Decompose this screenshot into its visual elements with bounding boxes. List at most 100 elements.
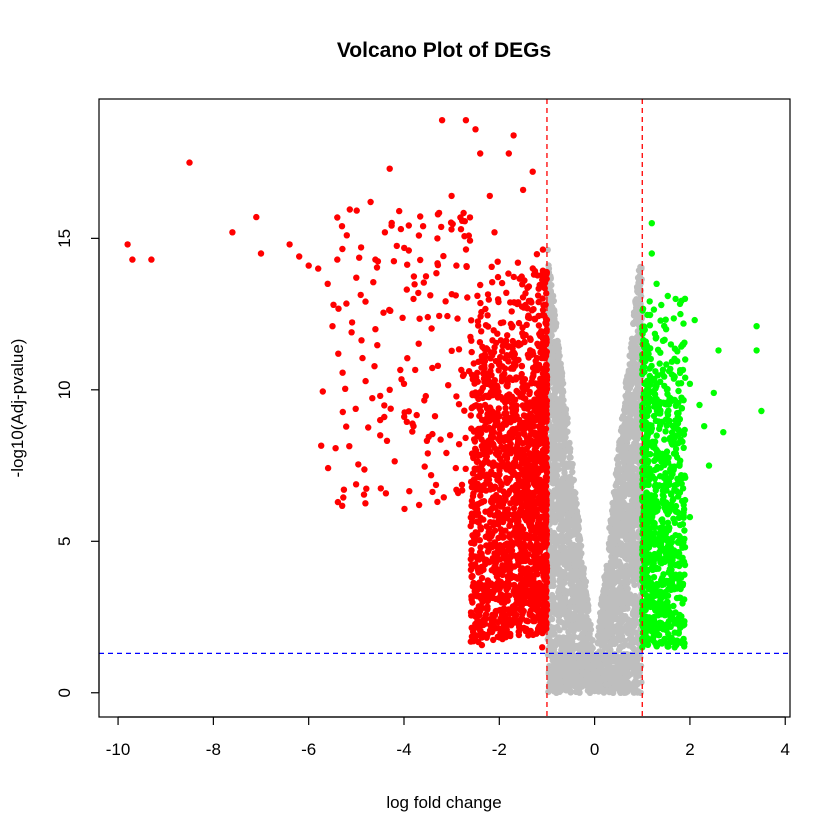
- point-down: [483, 523, 490, 530]
- point-not-significant: [571, 683, 579, 690]
- point-down: [503, 398, 511, 405]
- point-down: [496, 455, 504, 462]
- point-not-significant: [561, 579, 568, 586]
- point-not-significant: [564, 615, 571, 622]
- point-down: [478, 634, 486, 641]
- point-down: [503, 289, 510, 296]
- point-not-significant: [621, 525, 628, 532]
- point-down: [495, 510, 502, 518]
- point-down: [534, 366, 541, 374]
- point-not-significant: [565, 608, 572, 615]
- point-down: [332, 445, 339, 452]
- point-down: [542, 587, 549, 594]
- point-down: [521, 277, 528, 284]
- point-down: [518, 446, 526, 453]
- point-down: [500, 555, 507, 562]
- point-down: [484, 577, 492, 584]
- point-not-significant: [618, 424, 626, 431]
- point-down: [500, 613, 507, 620]
- point-down: [542, 473, 550, 481]
- point-not-significant: [632, 531, 640, 538]
- point-not-significant: [634, 297, 641, 304]
- point-not-significant: [619, 590, 626, 597]
- point-down: [445, 382, 452, 389]
- point-down: [488, 505, 495, 513]
- point-down: [494, 394, 501, 401]
- point-down: [508, 308, 515, 315]
- point-down: [470, 490, 477, 497]
- point-down: [428, 325, 435, 332]
- point-down: [534, 435, 541, 443]
- point-down: [519, 565, 526, 572]
- point-down: [520, 509, 527, 516]
- point-down: [437, 436, 444, 443]
- point-not-significant: [615, 674, 622, 682]
- point-down: [481, 351, 488, 358]
- point-down: [454, 315, 461, 322]
- point-down: [434, 260, 441, 267]
- point-down: [535, 548, 542, 555]
- point-down: [472, 445, 479, 452]
- point-down: [370, 279, 377, 286]
- point-down: [415, 340, 422, 347]
- point-down: [481, 378, 488, 386]
- point-not-significant: [603, 562, 610, 570]
- point-not-significant: [632, 421, 639, 428]
- point-down: [482, 305, 489, 313]
- point-down: [453, 393, 460, 400]
- point-down: [496, 606, 504, 614]
- point-down: [474, 452, 482, 459]
- point-down: [536, 451, 543, 458]
- point-not-significant: [618, 415, 626, 422]
- point-not-significant: [603, 586, 610, 593]
- point-down: [477, 544, 484, 551]
- point-down: [516, 416, 523, 423]
- point-not-significant: [610, 538, 617, 545]
- point-down: [520, 471, 527, 479]
- point-not-significant: [623, 535, 630, 543]
- point-not-significant: [561, 419, 568, 426]
- point-down: [519, 459, 526, 466]
- point-not-significant: [629, 594, 636, 602]
- point-down: [448, 347, 455, 354]
- point-down: [404, 355, 411, 362]
- point-down: [533, 354, 541, 362]
- point-not-significant: [576, 654, 583, 661]
- point-down: [489, 279, 496, 286]
- point-down: [534, 561, 542, 568]
- point-down: [387, 405, 394, 412]
- point-not-significant: [612, 470, 620, 478]
- point-down: [484, 410, 491, 418]
- point-down: [474, 465, 482, 472]
- point-not-significant: [631, 606, 638, 613]
- point-down: [442, 298, 449, 305]
- point-not-significant: [612, 589, 619, 596]
- point-not-significant: [582, 592, 589, 599]
- point-down: [339, 408, 346, 416]
- point-down: [473, 507, 480, 514]
- point-down: [494, 418, 501, 425]
- point-not-significant: [544, 246, 551, 254]
- point-not-significant: [628, 448, 636, 455]
- point-down: [508, 324, 516, 331]
- point-down: [474, 566, 481, 573]
- point-down: [485, 476, 493, 483]
- point-down: [531, 468, 538, 475]
- point-not-significant: [627, 460, 635, 468]
- point-down: [511, 563, 518, 570]
- point-down: [324, 464, 332, 472]
- point-down: [511, 516, 518, 523]
- point-down: [502, 404, 509, 412]
- point-down: [406, 488, 413, 495]
- point-down: [477, 485, 484, 492]
- point-down: [499, 375, 506, 382]
- point-not-significant: [548, 615, 556, 623]
- point-down: [490, 429, 497, 436]
- point-down: [513, 493, 520, 500]
- point-down: [461, 407, 468, 414]
- point-down: [485, 296, 492, 303]
- point-down: [422, 392, 429, 400]
- point-down: [497, 591, 505, 598]
- point-down: [360, 491, 368, 498]
- point-down: [362, 298, 369, 305]
